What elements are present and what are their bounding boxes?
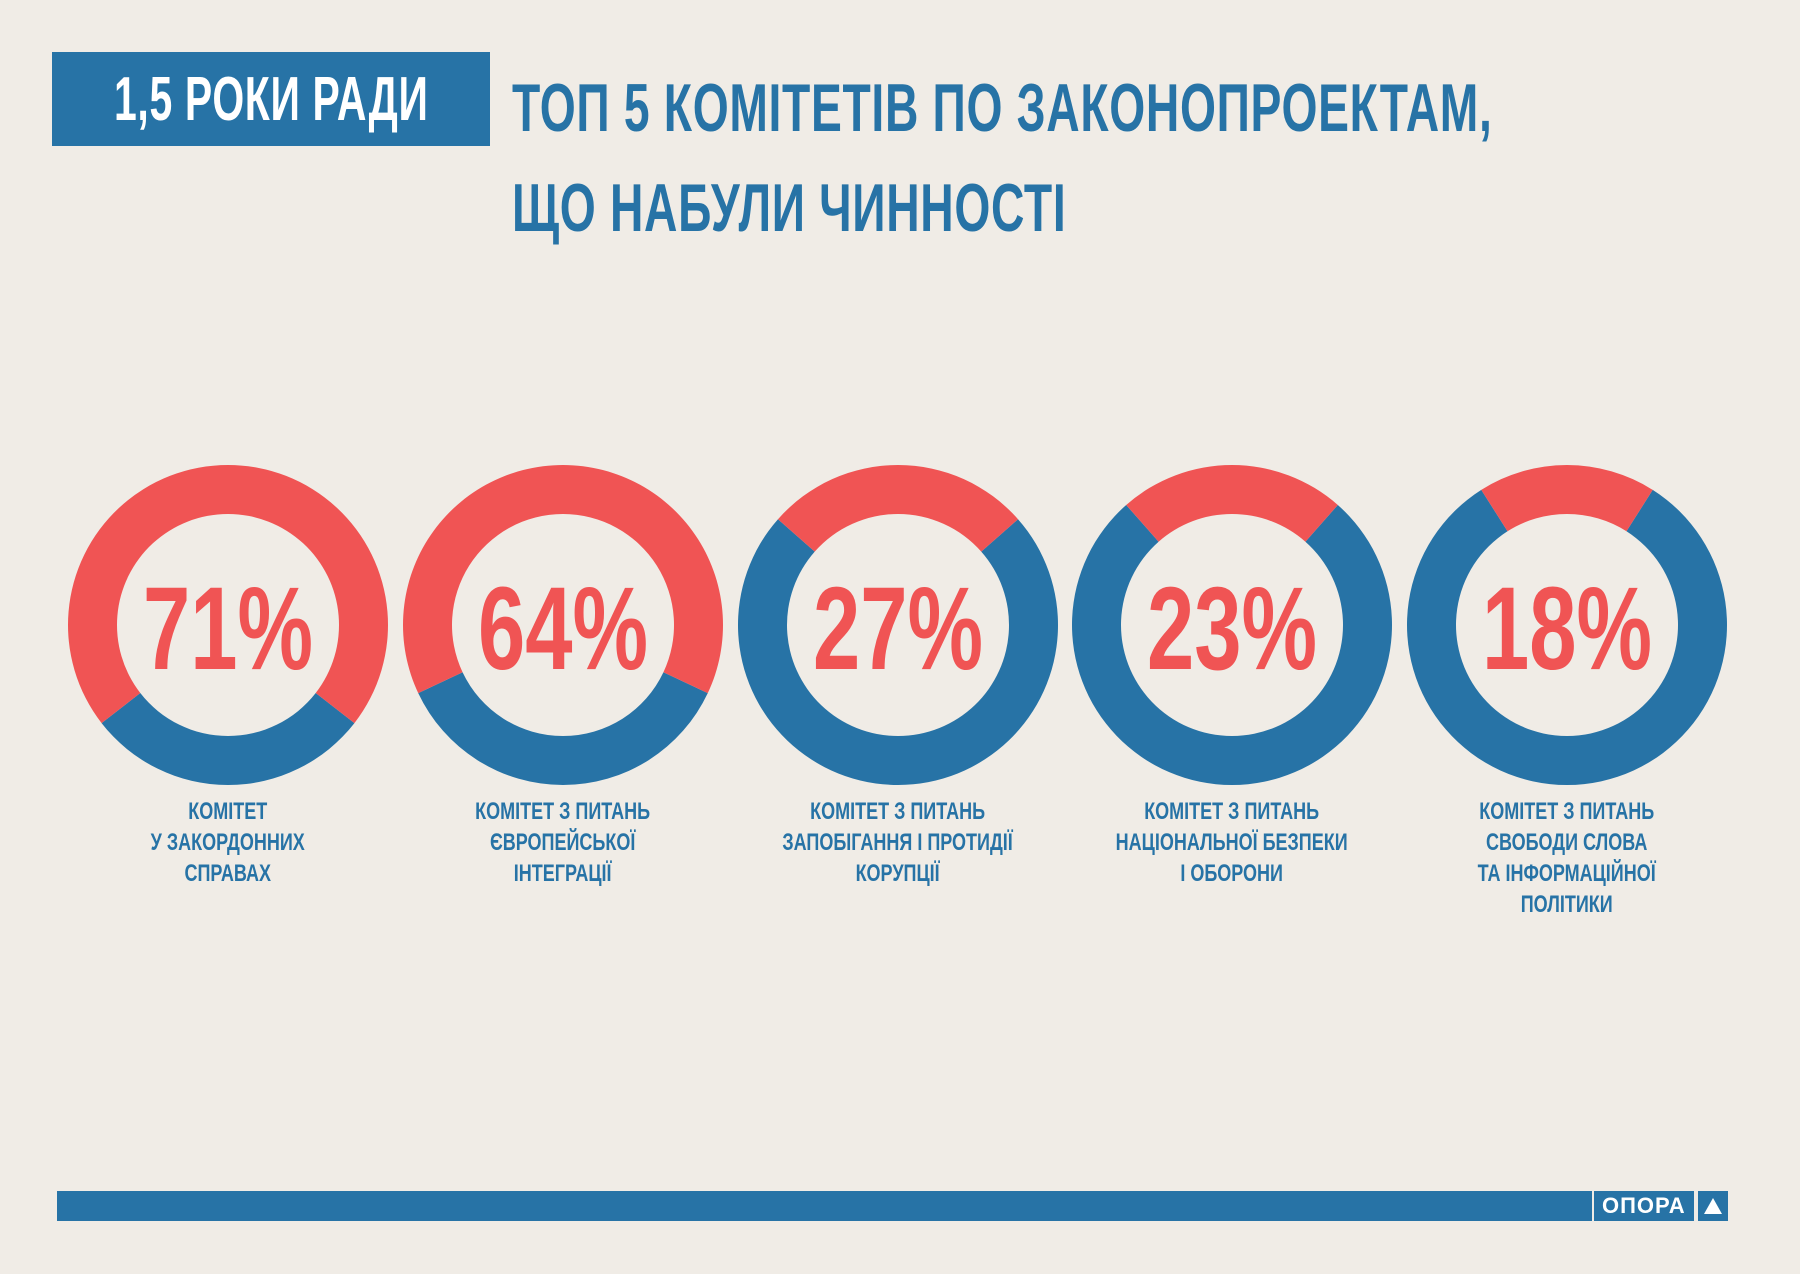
footer-bar [57,1191,1592,1221]
caption-line: ЗАПОБІГАННЯ І ПРОТИДІЇ [782,829,1014,856]
opora-logo: ОПОРА [1594,1191,1739,1221]
donut-value-label: 27% [813,562,983,694]
donut-value-label: 64% [478,562,648,694]
caption-line: КОМІТЕТ З ПИТАНЬ [1479,798,1655,825]
header-badge: 1,5 РОКИ РАДИ [52,52,490,146]
donut-value-arc [1481,464,1653,532]
caption-line: НАЦІОНАЛЬНОЇ БЕЗПЕКИ [1115,829,1348,856]
committee-caption: КОМІТЕТ З ПИТАНЬ ЗАПОБІГАННЯ І ПРОТИДІЇ КО… [728,796,1068,889]
caption-line: ПОЛІТИКИ [1521,891,1613,918]
title-line: ЩО НАБУЛИ ЧИННОСТІ [512,170,1067,246]
donut-value-label: 23% [1147,562,1317,694]
donut-value-label: 18% [1482,562,1652,694]
committee-labels: КОМІТЕТ У ЗАКОРДОННИХ СПРАВАХ КОМІТЕТ З ПИТ… [0,796,1800,936]
donut-remainder-arc [101,693,355,785]
donut-remainder-arc [1407,489,1728,785]
donut-remainder-arc [738,519,1059,786]
caption-line: КОМІТЕТ З ПИТАНЬ [810,798,986,825]
caption-line: КОМІТЕТ З ПИТАНЬ [1144,798,1320,825]
caption-line: КОМІТЕТ [188,798,268,825]
donut-value-arc [777,465,1019,552]
committee-caption: КОМІТЕТ З ПИТАНЬ СВОБОДИ СЛОВА ТА ІНФОРМАЦ… [1397,796,1737,920]
page-title: ТОП 5 КОМІТЕТІВ ПО ЗАКОНОПРОЕКТАМ, ЩО НА… [512,58,1493,258]
caption-line: І ОБОРОНИ [1180,860,1284,887]
caption-line: КОРУПЦІЇ [855,860,940,887]
donut-value-arc [1126,465,1338,542]
caption-line: ІНТЕГРАЦІЇ [514,860,612,887]
caption-line: У ЗАКОРДОННИХ [150,829,306,856]
donut-remainder-arc [418,672,708,786]
donut-value-label: 71% [143,562,313,694]
committee-caption: КОМІТЕТ У ЗАКОРДОННИХ СПРАВАХ [58,796,398,889]
caption-line: СВОБОДИ СЛОВА [1486,829,1648,856]
caption-line: КОМІТЕТ З ПИТАНЬ [475,798,651,825]
caption-line: ЄВРОПЕЙСЬКОЇ [490,829,636,856]
donut-value-arc [402,465,723,694]
title-line: ТОП 5 КОМІТЕТІВ ПО ЗАКОНОПРОЕКТАМ, [512,70,1493,146]
donut-remainder-arc [1072,504,1392,785]
committee-caption: КОМІТЕТ З ПИТАНЬ ЄВРОПЕЙСЬКОЇ ІНТЕГРАЦІЇ [393,796,733,889]
committee-caption: КОМІТЕТ З ПИТАНЬ НАЦІОНАЛЬНОЇ БЕЗПЕКИ І ОБ… [1062,796,1402,889]
caption-line: ТА ІНФОРМАЦІЙНОЇ [1477,860,1657,887]
donut-value-arc [68,464,389,724]
badge-text: 1,5 РОКИ РАДИ [113,64,429,134]
logo-text: ОПОРА [1594,1191,1694,1221]
triangle-icon [1697,1191,1728,1221]
caption-line: СПРАВАХ [184,860,272,887]
